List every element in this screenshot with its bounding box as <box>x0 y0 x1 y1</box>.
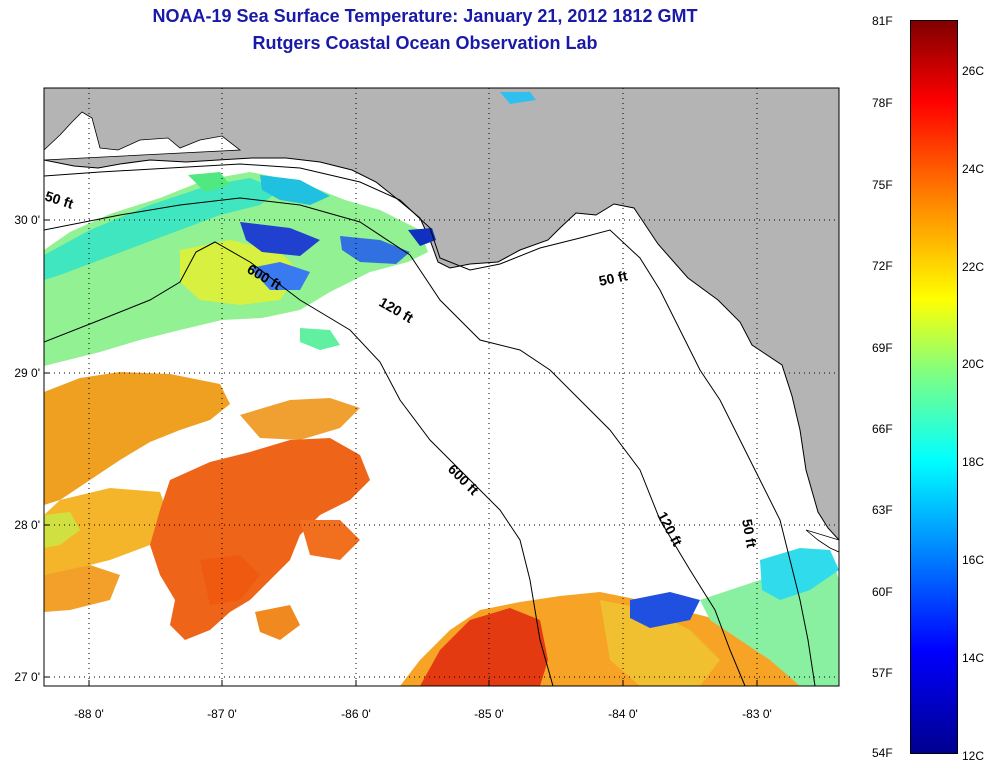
contour-50ft <box>44 163 816 686</box>
scale-label-22c: 22C <box>962 260 985 274</box>
contour-label-50ft-south: 50 ft <box>739 518 760 549</box>
coastal-bays <box>44 111 242 161</box>
lon-label-86: -86 0' <box>341 707 371 721</box>
axis-ticks <box>44 219 758 686</box>
sst-patches <box>44 92 839 686</box>
scale-label-26c: 26C <box>962 64 985 78</box>
scale-label-54f: 54F <box>872 746 893 760</box>
bathymetry-contours <box>44 163 816 686</box>
scale-label-60f: 60F <box>872 585 893 599</box>
page-title: NOAA-19 Sea Surface Temperature: January… <box>152 6 698 26</box>
page-subtitle: Rutgers Coastal Ocean Observation Lab <box>252 33 598 53</box>
lat-label-30: 30 0' <box>14 213 40 227</box>
scale-label-12c: 12C <box>962 749 985 763</box>
map-frame <box>43 87 840 687</box>
scale-label-16c: 16C <box>962 553 985 567</box>
scale-label-24c: 24C <box>962 162 985 176</box>
scale-label-81f: 81F <box>872 14 893 28</box>
scale-label-78f: 78F <box>872 96 893 110</box>
scale-label-18c: 18C <box>962 455 985 469</box>
lat-label-27: 27 0' <box>14 670 40 684</box>
lon-label-85: -85 0' <box>474 707 504 721</box>
scale-label-66f: 66F <box>872 422 893 436</box>
contour-label-50ft-east: 50 ft <box>597 267 629 289</box>
scale-label-14c: 14C <box>962 651 985 665</box>
scale-label-63f: 63F <box>872 503 893 517</box>
lon-label-87: -87 0' <box>207 707 237 721</box>
contour-600ft <box>44 241 554 686</box>
land-mass <box>44 88 839 541</box>
tampa-bay <box>805 529 839 553</box>
scale-label-75f: 75F <box>872 178 893 192</box>
lon-label-84: -84 0' <box>608 707 638 721</box>
scale-label-69f: 69F <box>872 341 893 355</box>
lon-label-88: -88 0' <box>74 707 104 721</box>
color-scale-bar <box>910 20 958 754</box>
lat-label-29: 29 0' <box>14 366 40 380</box>
scale-label-20c: 20C <box>962 357 985 371</box>
lon-label-83: -83 0' <box>742 707 772 721</box>
scale-label-57f: 57F <box>872 666 893 680</box>
lat-label-28: 28 0' <box>14 518 40 532</box>
scale-label-72f: 72F <box>872 259 893 273</box>
contour-120ft <box>44 197 746 686</box>
